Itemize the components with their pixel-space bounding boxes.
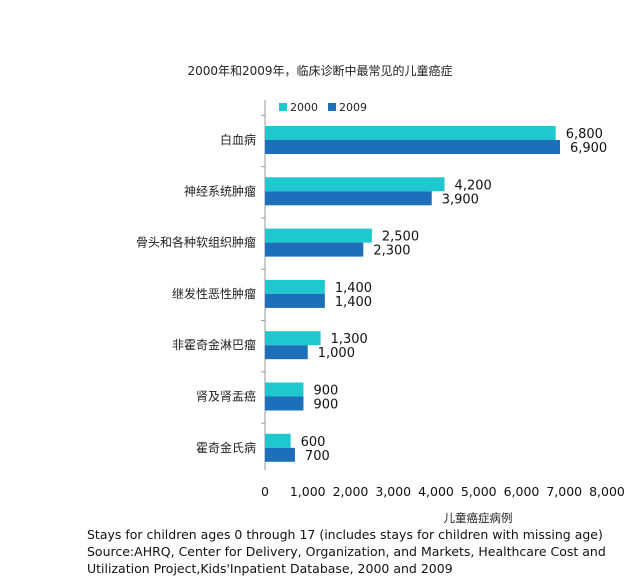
- x-tick-label: 7,000: [546, 484, 582, 499]
- footnote-line-3: Utilization Project,Kids'Inpatient Datab…: [87, 561, 453, 576]
- x-tick-label: 0: [261, 484, 269, 499]
- bar-2009: [265, 345, 308, 360]
- category-label: 白血病: [220, 132, 256, 147]
- bar-2000: [265, 126, 556, 140]
- bar-2000: [265, 177, 445, 192]
- bar-2009: [265, 242, 364, 257]
- bar-2009: [265, 191, 432, 206]
- x-tick-label: 5,000: [461, 484, 497, 499]
- data-label-2009: 3,900: [442, 192, 479, 207]
- bar-2000: [265, 279, 325, 294]
- bar-2000: [265, 433, 291, 448]
- x-tick-label: 3,000: [375, 484, 411, 499]
- data-label-2009: 6,900: [570, 141, 607, 156]
- data-label-2009: 2,300: [373, 244, 410, 259]
- bar-2009: [265, 140, 560, 154]
- bar-2000: [265, 228, 372, 243]
- data-label-2009: 1,400: [335, 295, 372, 310]
- x-tick-label: 1,000: [290, 484, 326, 499]
- x-tick-label: 8,000: [589, 484, 625, 499]
- legend-label-2009: 2009: [339, 101, 367, 114]
- legend-swatch-2000: [279, 103, 287, 111]
- data-label-2009: 700: [305, 449, 330, 464]
- footnote-line-2: Source:AHRQ, Center for Delivery, Organi…: [87, 544, 606, 559]
- category-label: 非霍奇金淋巴瘤: [172, 337, 256, 352]
- bar-2000: [265, 331, 321, 346]
- bar-2000: [265, 382, 304, 397]
- category-label: 神经系统肿瘤: [184, 183, 256, 198]
- legend-swatch-2009: [328, 103, 336, 111]
- data-label-2000: 1,300: [331, 332, 368, 347]
- category-label: 骨头和各种软组织肿瘤: [136, 235, 256, 250]
- bar-2009: [265, 293, 325, 308]
- data-label-2000: 900: [313, 384, 338, 399]
- data-label-2000: 6,800: [566, 127, 603, 142]
- x-tick-label: 4,000: [418, 484, 454, 499]
- category-label: 继发性恶性肿瘤: [172, 286, 256, 301]
- data-label-2000: 4,200: [455, 178, 492, 193]
- data-label-2009: 1,000: [318, 346, 355, 361]
- category-label: 霍奇金氏病: [196, 440, 256, 455]
- data-label-2009: 900: [313, 398, 338, 413]
- x-axis-title: 儿童癌症病例: [444, 511, 513, 525]
- bar-2009: [265, 396, 304, 411]
- x-tick-label: 6,000: [504, 484, 540, 499]
- data-label-2000: 2,500: [382, 230, 419, 245]
- chart-title: 2000年和2009年，临床诊断中最常见的儿童癌症: [187, 64, 453, 78]
- bar-2009: [265, 447, 295, 462]
- legend-label-2000: 2000: [290, 101, 318, 114]
- x-tick-label: 2,000: [333, 484, 369, 499]
- category-label: 肾及肾盂癌: [196, 389, 256, 404]
- footnote-line-1: Stays for children ages 0 through 17 (in…: [87, 527, 603, 542]
- data-label-2000: 600: [301, 435, 326, 450]
- footnote: Stays for children ages 0 through 17 (in…: [87, 526, 632, 577]
- data-label-2000: 1,400: [335, 281, 372, 296]
